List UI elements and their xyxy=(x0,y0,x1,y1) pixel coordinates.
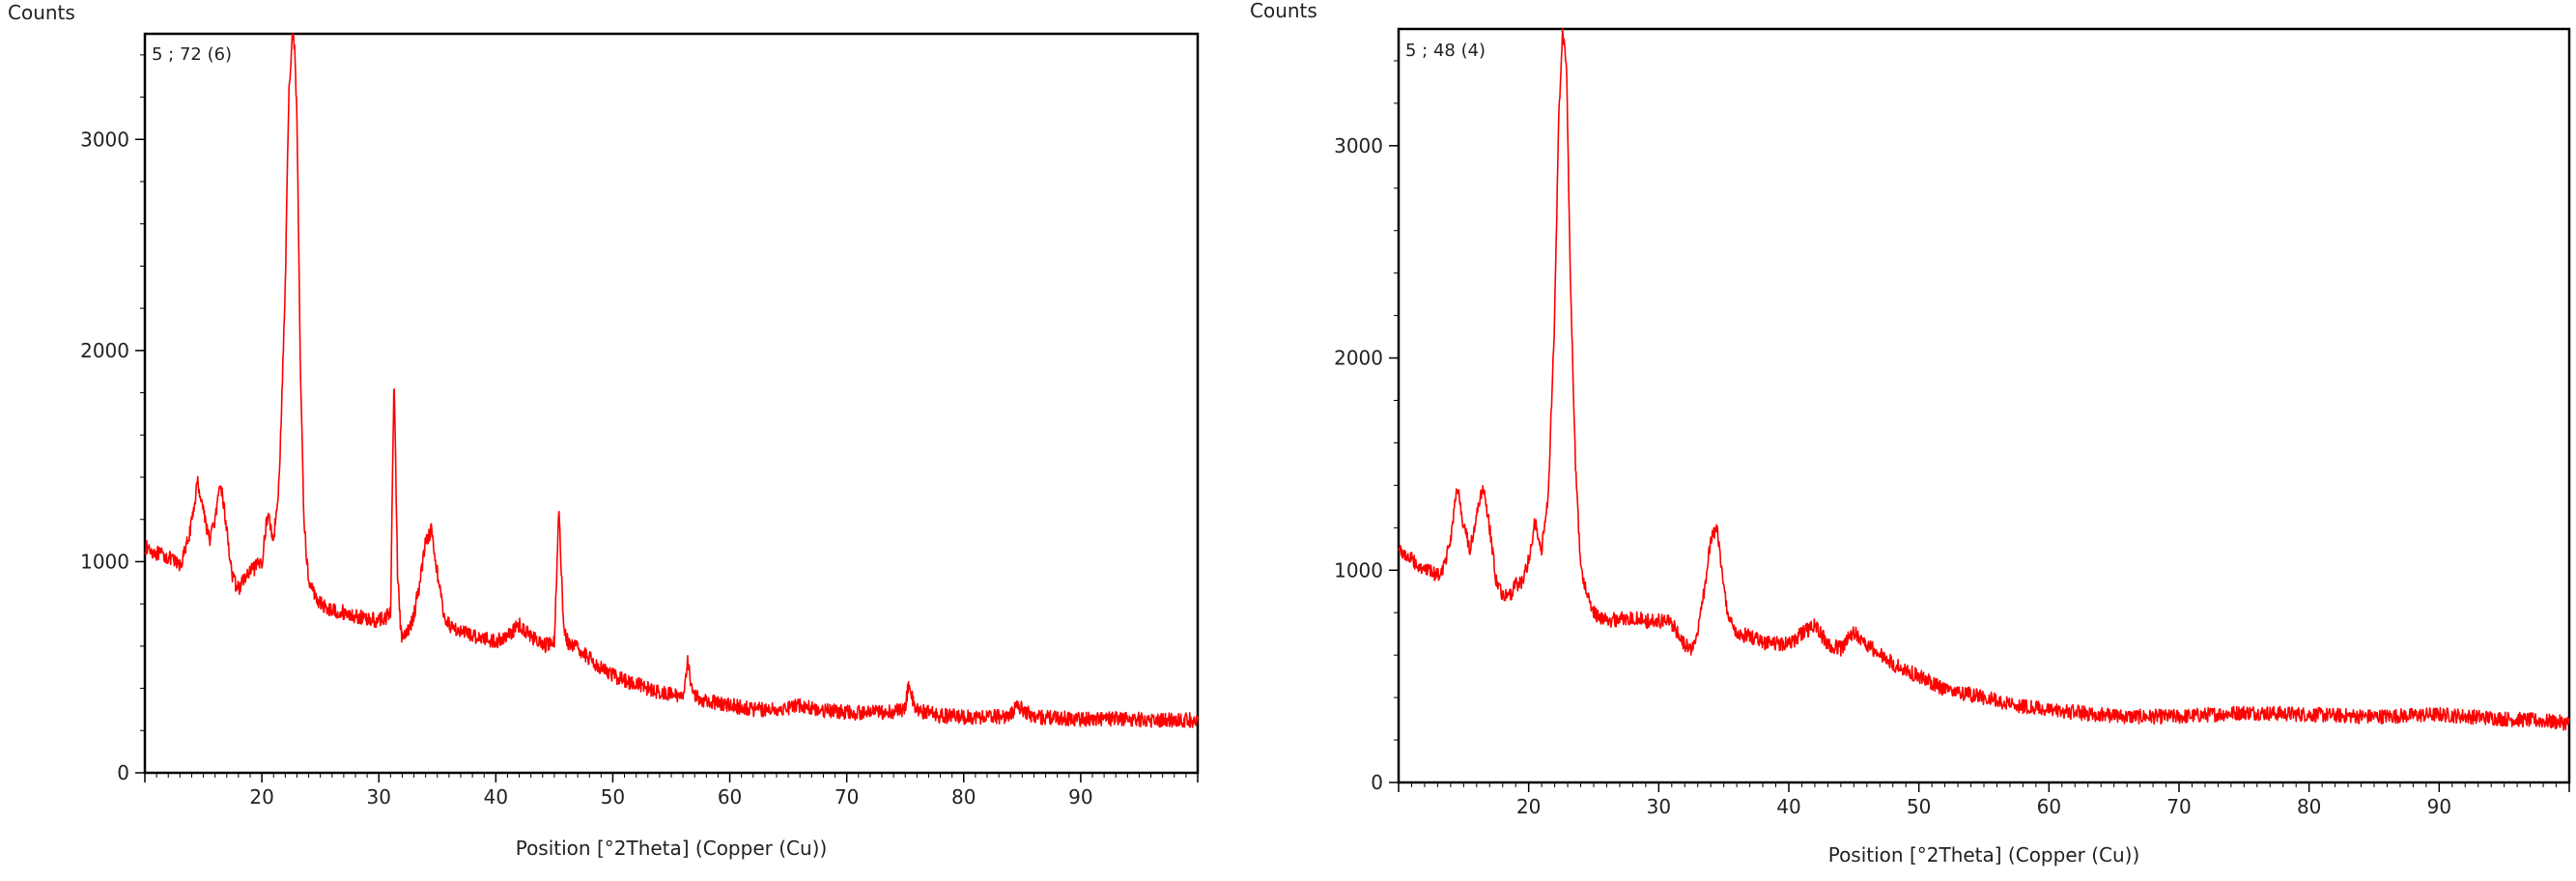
diffraction-series-line xyxy=(144,33,1199,728)
chart-right: 0 1000 2000 3000 20 30 40 50 60 70 80 90 Counts Posit… xyxy=(1250,0,2571,867)
x-tick-label: 70 xyxy=(835,785,859,809)
diffraction-series-line xyxy=(1398,28,2570,731)
chart-left: 0 1000 2000 3000 20 30 40 50 60 70 80 90 Counts Posit… xyxy=(8,1,1200,860)
y-tick-label: 2000 xyxy=(1334,347,1383,370)
y-tick-label: 0 xyxy=(117,761,129,784)
x-tick-label: 20 xyxy=(1516,795,1541,818)
x-tick-label: 60 xyxy=(718,785,742,809)
y-tick-label: 2000 xyxy=(80,339,129,362)
x-tick-label: 50 xyxy=(1907,795,1931,818)
y-tick-label: 1000 xyxy=(80,550,129,573)
x-axis-title: Position [°2Theta] (Copper (Cu)) xyxy=(1828,843,2140,867)
y-axis-title: Counts xyxy=(8,1,75,24)
x-tick-label: 70 xyxy=(2166,795,2191,818)
x-tick-label: 20 xyxy=(249,785,273,809)
y-tick-label: 3000 xyxy=(1334,134,1383,157)
x-tick-label: 60 xyxy=(2037,795,2061,818)
x-tick-label: 80 xyxy=(951,785,976,809)
x-tick-label: 40 xyxy=(1776,795,1800,818)
x-tick-label: 90 xyxy=(1068,785,1092,809)
scan-label: 5 ; 72 (6) xyxy=(152,44,232,65)
plot-frame xyxy=(1397,27,2571,784)
scan-label: 5 ; 48 (4) xyxy=(1405,41,1486,61)
y-tick-label: 3000 xyxy=(80,128,129,151)
x-tick-label: 30 xyxy=(366,785,390,809)
y-tick-label: 1000 xyxy=(1334,558,1383,582)
x-tick-label: 30 xyxy=(1647,795,1671,818)
y-axis-title: Counts xyxy=(1250,0,1317,22)
y-tick-label: 0 xyxy=(1371,771,1383,794)
x-tick-label: 80 xyxy=(2297,795,2321,818)
x-tick-label: 50 xyxy=(601,785,625,809)
x-axis-title: Position [°2Theta] (Copper (Cu)) xyxy=(516,837,828,860)
plot-frame xyxy=(143,32,1200,775)
x-tick-label: 40 xyxy=(484,785,508,809)
x-tick-label: 90 xyxy=(2427,795,2451,818)
